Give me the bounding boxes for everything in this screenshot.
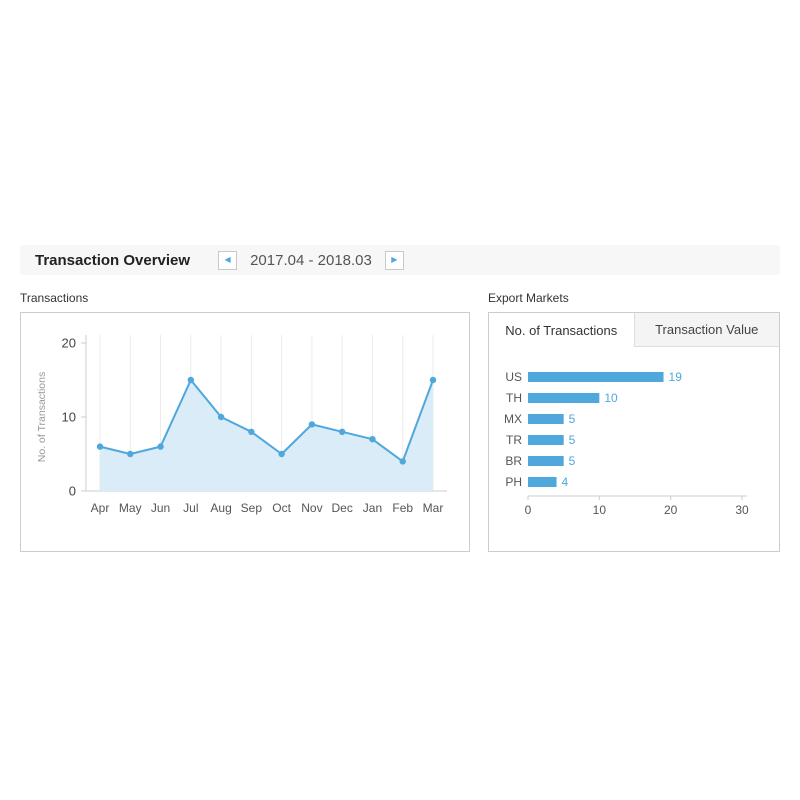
- svg-text:TH: TH: [506, 391, 522, 405]
- date-range-navigator: ◀ 2017.04 - 2018.03 ▶: [218, 250, 404, 270]
- svg-text:20: 20: [664, 503, 678, 517]
- export-markets-box: No. of Transactions Transaction Value US…: [488, 312, 780, 552]
- svg-text:Feb: Feb: [392, 501, 413, 515]
- transactions-panel-label: Transactions: [20, 291, 89, 305]
- svg-text:4: 4: [562, 475, 569, 489]
- svg-text:Jul: Jul: [183, 501, 198, 515]
- svg-text:Apr: Apr: [91, 501, 110, 515]
- svg-text:Dec: Dec: [332, 501, 353, 515]
- svg-text:Oct: Oct: [272, 501, 291, 515]
- svg-text:5: 5: [569, 433, 576, 447]
- svg-text:Aug: Aug: [210, 501, 231, 515]
- svg-text:No. of Transactions: No. of Transactions: [36, 372, 48, 462]
- svg-text:TR: TR: [506, 433, 522, 447]
- svg-text:Jun: Jun: [151, 501, 170, 515]
- svg-text:BR: BR: [505, 454, 522, 468]
- transactions-chart-box: 0 10 20 Apr May Jun Jul Aug Sep Oct Nov Dec Jan Feb Ma…: [20, 312, 470, 552]
- svg-text:PH: PH: [505, 475, 522, 489]
- svg-text:US: US: [505, 370, 522, 384]
- svg-text:0: 0: [525, 503, 532, 517]
- left-arrow-icon: ◀: [224, 255, 231, 264]
- svg-text:10: 10: [62, 410, 76, 425]
- dashboard: Transaction Overview ◀ 2017.04 - 2018.03…: [20, 245, 780, 552]
- svg-text:MX: MX: [504, 412, 522, 426]
- svg-text:May: May: [119, 501, 142, 515]
- export-markets-tabs: No. of Transactions Transaction Value: [489, 313, 779, 347]
- svg-text:0: 0: [69, 484, 76, 499]
- export-markets-panel: Export Markets No. of Transactions Trans…: [488, 291, 780, 552]
- charts-row: Transactions 0 10 20 Apr May Jun Jul Aug Sep Oct N…: [20, 291, 780, 552]
- export-markets-panel-label: Export Markets: [488, 291, 569, 305]
- svg-text:10: 10: [604, 391, 618, 405]
- export-markets-bar-chart: US 19 TH 10 MX 5 TR 5 BR 5 PH 4 0 10 20 30: [504, 370, 749, 517]
- transaction-overview-header: Transaction Overview ◀ 2017.04 - 2018.03…: [20, 245, 780, 275]
- prev-period-button[interactable]: ◀: [218, 250, 238, 270]
- right-arrow-icon: ▶: [391, 255, 398, 264]
- page-title: Transaction Overview: [35, 251, 191, 269]
- svg-text:Jan: Jan: [363, 501, 382, 515]
- transactions-panel: Transactions 0 10 20 Apr May Jun Jul Aug Sep Oct N…: [20, 291, 470, 552]
- svg-text:5: 5: [569, 454, 576, 468]
- next-period-button[interactable]: ▶: [384, 250, 404, 270]
- transactions-line-chart: 0 10 20 Apr May Jun Jul Aug Sep Oct Nov Dec Jan Feb Ma…: [36, 335, 447, 515]
- tab-no-of-transactions[interactable]: No. of Transactions: [489, 313, 634, 347]
- tab-transaction-value[interactable]: Transaction Value: [633, 313, 779, 347]
- svg-text:30: 30: [735, 503, 749, 517]
- svg-text:Sep: Sep: [241, 501, 263, 515]
- svg-text:Nov: Nov: [301, 501, 322, 515]
- svg-text:20: 20: [62, 336, 76, 351]
- svg-text:19: 19: [669, 370, 683, 384]
- svg-text:Mar: Mar: [423, 501, 444, 515]
- svg-text:10: 10: [593, 503, 607, 517]
- date-range-label: 2017.04 - 2018.03: [250, 251, 372, 269]
- svg-text:5: 5: [569, 412, 576, 426]
